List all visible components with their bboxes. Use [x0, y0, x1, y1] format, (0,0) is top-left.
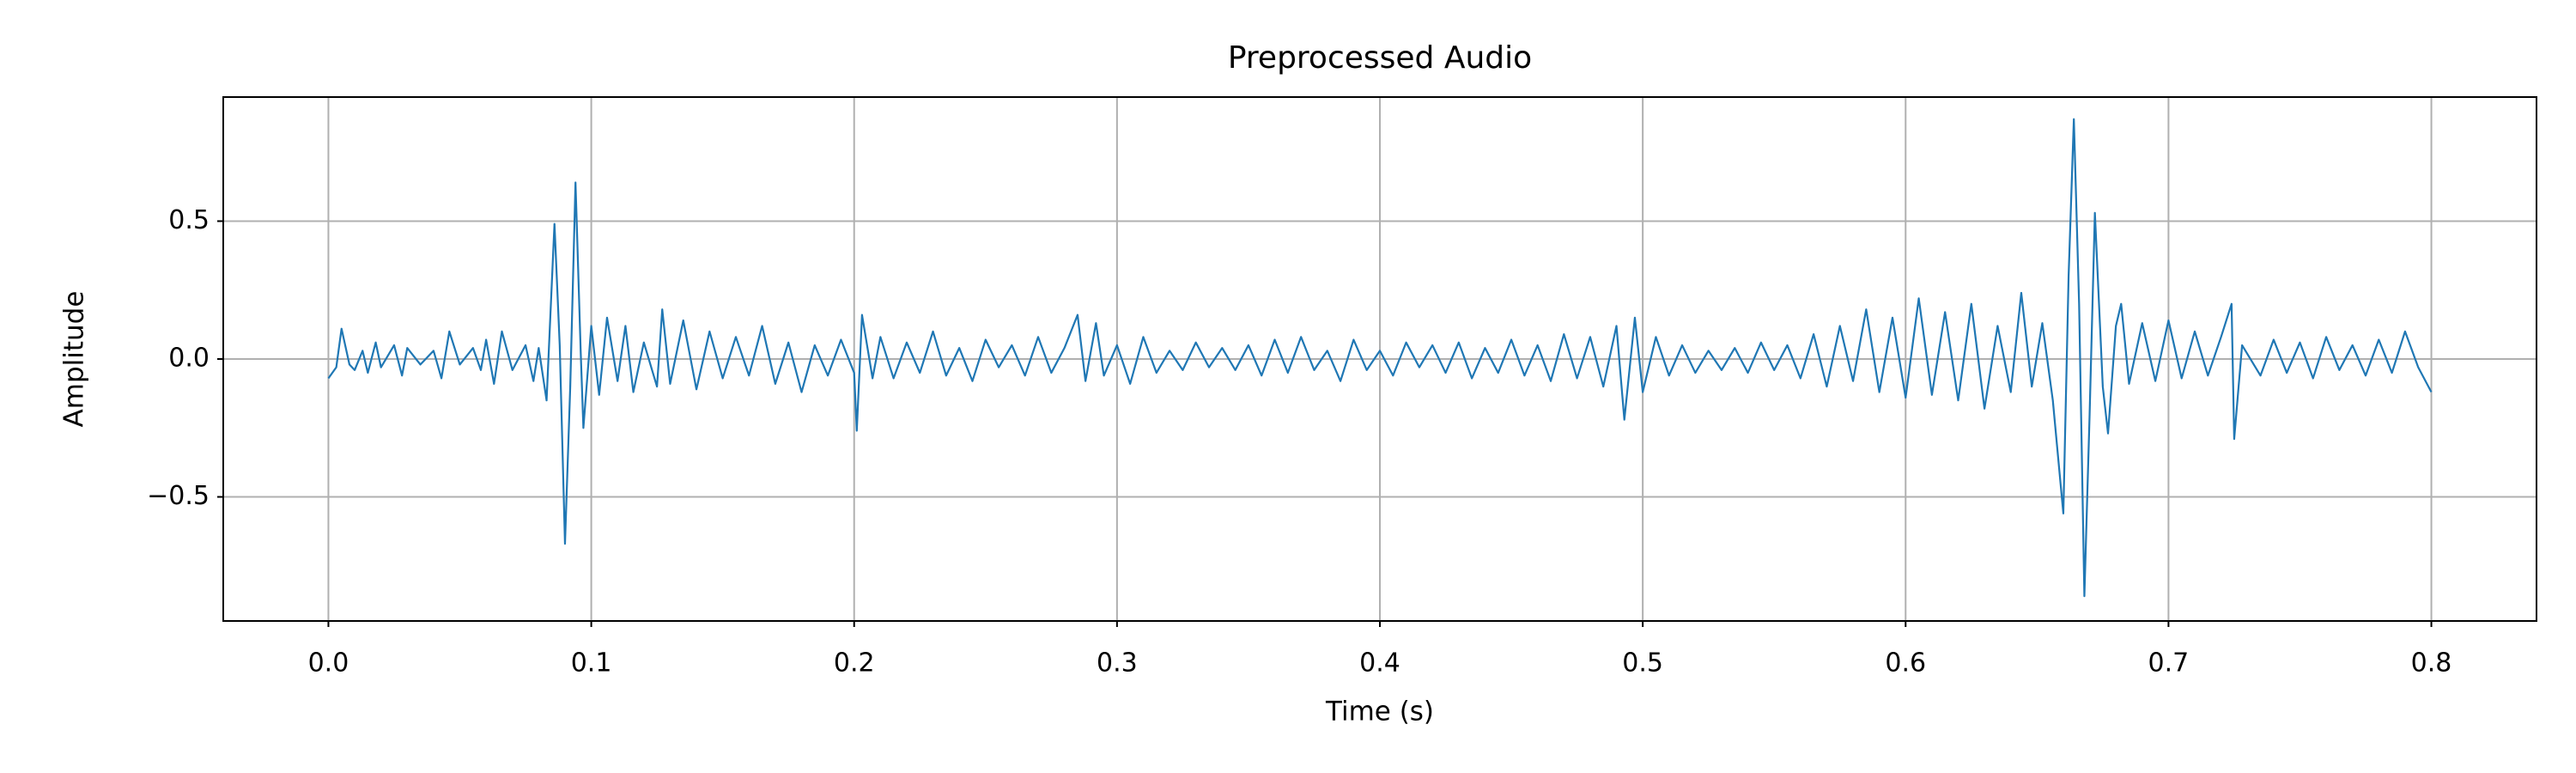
- x-axis-label: Time (s): [1325, 697, 1434, 727]
- x-tick-label: 0.0: [308, 648, 349, 679]
- plot-layer: [327, 118, 2433, 598]
- x-tick-label: 0.5: [1622, 648, 1663, 679]
- y-tick-label: −0.5: [147, 481, 210, 511]
- y-tick-label: 0.0: [168, 344, 210, 374]
- x-tick-label: 0.4: [1359, 648, 1400, 679]
- y-tick-label: 0.5: [168, 205, 210, 235]
- x-tick-label: 0.1: [571, 648, 612, 679]
- grid-layer: [223, 97, 2537, 621]
- chart-title: Preprocessed Audio: [1228, 40, 1532, 76]
- tick-layer: 0.0 0.1 0.2 0.3 0.4 0.5 0.6 0.7 0.8 −0.5 0.0 0.5: [147, 205, 2451, 679]
- x-tick-label: 0.6: [1885, 648, 1926, 679]
- y-axis-label: Amplitude: [59, 291, 90, 428]
- x-tick-label: 0.3: [1097, 648, 1138, 679]
- x-tick-label: 0.8: [2411, 648, 2452, 679]
- waveform-line: [327, 118, 2433, 598]
- x-tick-label: 0.7: [2148, 648, 2190, 679]
- x-tick-label: 0.2: [834, 648, 875, 679]
